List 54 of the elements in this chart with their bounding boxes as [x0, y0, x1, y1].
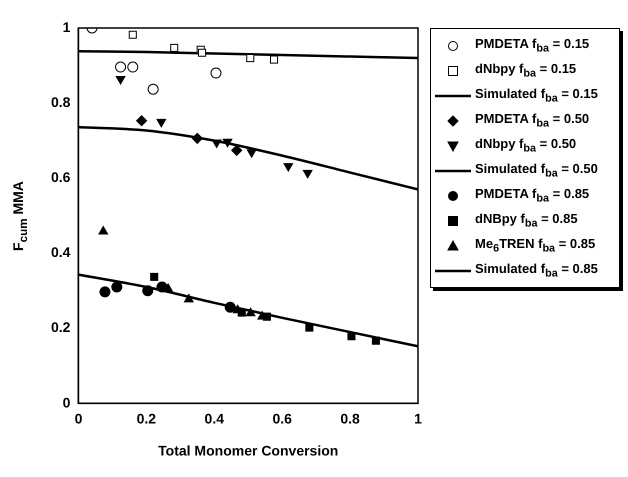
x-tick-label: 0.4 — [204, 410, 224, 427]
point — [372, 336, 380, 345]
point — [148, 84, 159, 95]
point — [127, 62, 138, 73]
point — [99, 286, 110, 298]
point — [231, 144, 242, 156]
point — [283, 163, 294, 172]
point — [142, 285, 154, 296]
y-tick-label: 0.4 — [50, 244, 71, 260]
legend-label: Simulated f$_{ba}$ = 0.15 — [475, 86, 598, 105]
x-tick-label: 0 — [74, 410, 83, 427]
legend-label: PMDETA f$_{ba}$ = 0.15 — [475, 36, 590, 55]
y-tick-label: 0.6 — [50, 169, 71, 186]
y-tick-label: 1 — [62, 18, 71, 35]
legend-label: dNbpy f$_{ba}$ = 0.50 — [475, 136, 576, 155]
point — [184, 294, 194, 302]
point — [116, 76, 126, 85]
x-tick-label: 0.2 — [136, 410, 156, 427]
y-tick-label: 0.2 — [50, 319, 71, 336]
legend-label: Simulated f$_{ba}$ = 0.85 — [475, 261, 598, 280]
point — [305, 324, 314, 332]
point — [224, 302, 236, 313]
point — [198, 48, 206, 57]
y-tick-label: 0 — [62, 394, 71, 410]
legend-label: PMDETA f$_{ba}$ = 0.50 — [475, 111, 590, 130]
point — [222, 138, 232, 148]
legend-label: PMDETA f$_{ba}$ = 0.85 — [475, 186, 590, 205]
point — [136, 115, 148, 126]
point — [302, 170, 312, 178]
point — [270, 56, 278, 64]
legend-label: dNBpy f$_{ba}$ = 0.85 — [475, 211, 578, 230]
point — [212, 139, 222, 148]
point — [111, 282, 122, 293]
point — [98, 226, 108, 234]
point — [210, 68, 222, 79]
point — [192, 132, 203, 144]
x-tick-label: 0.8 — [340, 410, 360, 427]
x-tick-label: 0.6 — [272, 410, 292, 427]
point — [128, 30, 137, 39]
point — [347, 332, 356, 340]
point — [115, 62, 126, 73]
y-tick-label: 0.8 — [50, 94, 71, 110]
legend-label: dNbpy f$_{ba}$ = 0.15 — [475, 61, 576, 80]
point — [262, 312, 271, 321]
legend-label: Simulated f$_{ba}$ = 0.50 — [475, 161, 598, 180]
point — [156, 282, 168, 293]
point — [170, 44, 178, 52]
x-axis-title: Total Monomer Conversion — [158, 442, 338, 458]
point — [246, 308, 256, 316]
legend-label: Me$_{6}$TREN f$_{ba}$ = 0.85 — [475, 236, 596, 255]
point — [156, 118, 166, 128]
point — [150, 272, 158, 281]
point — [246, 149, 256, 158]
x-tick-label: 1 — [414, 410, 422, 427]
